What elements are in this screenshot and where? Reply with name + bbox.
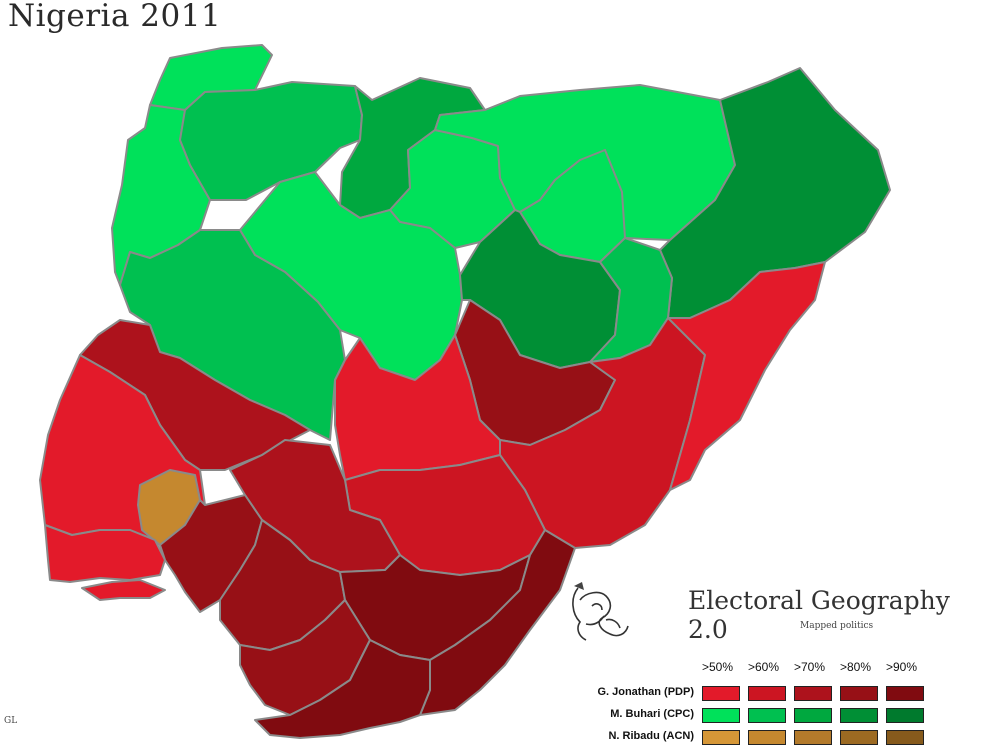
- legend-swatch-acn-2: [748, 730, 786, 745]
- region-niger-delta: [254, 639, 431, 739]
- electoral-geography-logo: [566, 580, 632, 648]
- legend-candidate-acn: N. Ribadu (ACN): [608, 730, 694, 742]
- legend-swatch-cpc-2: [748, 708, 786, 723]
- legend-swatch-cpc-3: [794, 708, 832, 723]
- legend-swatch-pdp-4: [840, 686, 878, 701]
- region-lagos: [81, 579, 166, 601]
- legend-swatch-pdp-2: [748, 686, 786, 701]
- region-zamfara: [179, 81, 363, 201]
- map-title: Nigeria 2011: [8, 0, 222, 34]
- region-niger: [119, 229, 346, 441]
- legend-swatch-acn-5: [886, 730, 924, 745]
- legend-swatch-pdp-1: [702, 686, 740, 701]
- legend-swatch-cpc-5: [886, 708, 924, 723]
- legend-header: >90%: [886, 660, 918, 674]
- legend-swatch-cpc-4: [840, 708, 878, 723]
- legend-swatch-pdp-3: [794, 686, 832, 701]
- legend-header: >60%: [748, 660, 780, 674]
- legend-candidate-cpc: M. Buhari (CPC): [610, 708, 694, 720]
- legend-candidate-pdp: G. Jonathan (PDP): [597, 686, 694, 698]
- legend-swatch-acn-3: [794, 730, 832, 745]
- legend-swatch-acn-1: [702, 730, 740, 745]
- legend-swatch-pdp-5: [886, 686, 924, 701]
- legend-swatch-cpc-1: [702, 708, 740, 723]
- region-ogun: [44, 524, 166, 583]
- legend-header: >70%: [794, 660, 826, 674]
- brand-name: Electoral Geography 2.0: [688, 586, 950, 644]
- legend-header: >80%: [840, 660, 872, 674]
- brand-tagline: Mapped politics: [800, 621, 874, 631]
- author-credit: GL: [4, 716, 18, 726]
- region-adamawa: [667, 261, 826, 491]
- legend-header: >50%: [702, 660, 734, 674]
- legend-swatch-acn-4: [840, 730, 878, 745]
- region-cross-river: [419, 529, 576, 716]
